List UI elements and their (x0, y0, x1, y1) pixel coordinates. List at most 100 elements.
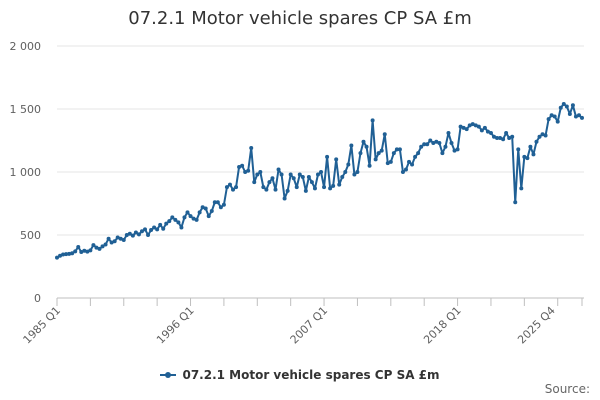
x-tick-label: 2025 Q4 (515, 304, 558, 347)
data-point (334, 157, 339, 162)
data-point (452, 148, 457, 153)
y-tick-label: 500 (20, 229, 41, 242)
data-point (315, 172, 320, 177)
data-point (58, 253, 63, 258)
data-point (130, 233, 135, 238)
data-point (303, 188, 308, 193)
data-point (437, 141, 442, 146)
data-point (209, 209, 214, 214)
data-point (109, 240, 114, 245)
data-point (449, 141, 454, 146)
data-point (516, 147, 521, 152)
data-point (519, 186, 524, 191)
data-point (182, 215, 187, 220)
data-point (170, 215, 175, 220)
data-point (185, 210, 190, 215)
data-point (476, 124, 481, 129)
data-point (297, 172, 302, 177)
data-point (67, 251, 72, 256)
data-point (112, 239, 117, 244)
data-point (261, 185, 266, 190)
data-point (139, 229, 144, 234)
data-point (540, 132, 545, 137)
data-point (197, 210, 202, 215)
data-point (391, 151, 396, 156)
data-point (206, 214, 211, 219)
data-point (237, 164, 242, 169)
data-point (312, 186, 317, 191)
data-point (167, 219, 172, 224)
data-point (507, 135, 512, 140)
data-point (400, 170, 405, 174)
legend: 07.2.1 Motor vehicle spares CP SA £m (0, 365, 600, 382)
data-point (573, 114, 578, 119)
data-point (306, 175, 311, 180)
data-point (215, 200, 220, 205)
data-point (576, 113, 581, 118)
data-point (88, 248, 93, 253)
data-point (470, 122, 475, 127)
data-point (243, 170, 248, 174)
data-point (73, 249, 78, 254)
data-point (434, 139, 439, 144)
legend-item[interactable]: 07.2.1 Motor vehicle spares CP SA £m (160, 368, 440, 382)
data-point (203, 206, 208, 211)
data-point (194, 217, 199, 222)
data-point (403, 167, 408, 172)
data-point (473, 123, 478, 128)
data-point (309, 180, 314, 185)
data-point (221, 202, 226, 207)
data-point (364, 144, 369, 149)
data-point (482, 125, 487, 130)
data-point (127, 231, 132, 236)
legend-line-icon (160, 372, 177, 378)
y-tick-label: 1 500 (10, 103, 42, 116)
data-point (419, 144, 424, 149)
data-point (64, 252, 69, 257)
data-point (488, 130, 493, 135)
data-point (361, 139, 366, 144)
y-tick-label: 2 000 (10, 40, 42, 53)
data-point (76, 244, 81, 249)
data-point (373, 157, 378, 162)
data-point (425, 142, 430, 147)
data-point (328, 186, 333, 191)
data-point (155, 227, 160, 232)
data-point (264, 187, 269, 192)
data-point (249, 146, 254, 151)
data-point (191, 216, 196, 221)
y-tick-label: 0 (34, 292, 41, 305)
data-point (555, 119, 560, 124)
data-point (564, 104, 569, 109)
data-point (510, 134, 515, 139)
data-point (70, 251, 75, 256)
data-point (340, 175, 345, 180)
data-point (285, 188, 290, 193)
x-axis: 1985 Q1 1996 Q1 2007 Q1 2018 Q1 2025 Q4 (21, 298, 583, 347)
data-point (288, 172, 293, 177)
data-point (231, 187, 236, 192)
data-point (121, 238, 126, 243)
data-point (495, 135, 500, 140)
data-point (267, 180, 272, 185)
data-point (570, 103, 575, 108)
data-point (355, 170, 360, 174)
data-point (282, 196, 287, 201)
data-point (55, 255, 59, 260)
data-point (273, 187, 278, 192)
data-point (149, 227, 154, 232)
x-tick-label: 1996 Q1 (154, 304, 197, 347)
data-point (504, 130, 509, 135)
data-point (485, 129, 490, 134)
data-point (346, 162, 351, 167)
data-point (543, 133, 548, 138)
data-point (227, 182, 232, 187)
data-point (224, 185, 229, 190)
data-point (319, 170, 324, 174)
data-point (91, 243, 96, 248)
data-point (79, 250, 84, 255)
data-point (416, 151, 421, 156)
x-tick-label: 1985 Q1 (21, 304, 64, 347)
y-tick-label: 1 000 (10, 166, 42, 179)
data-point (146, 233, 151, 237)
